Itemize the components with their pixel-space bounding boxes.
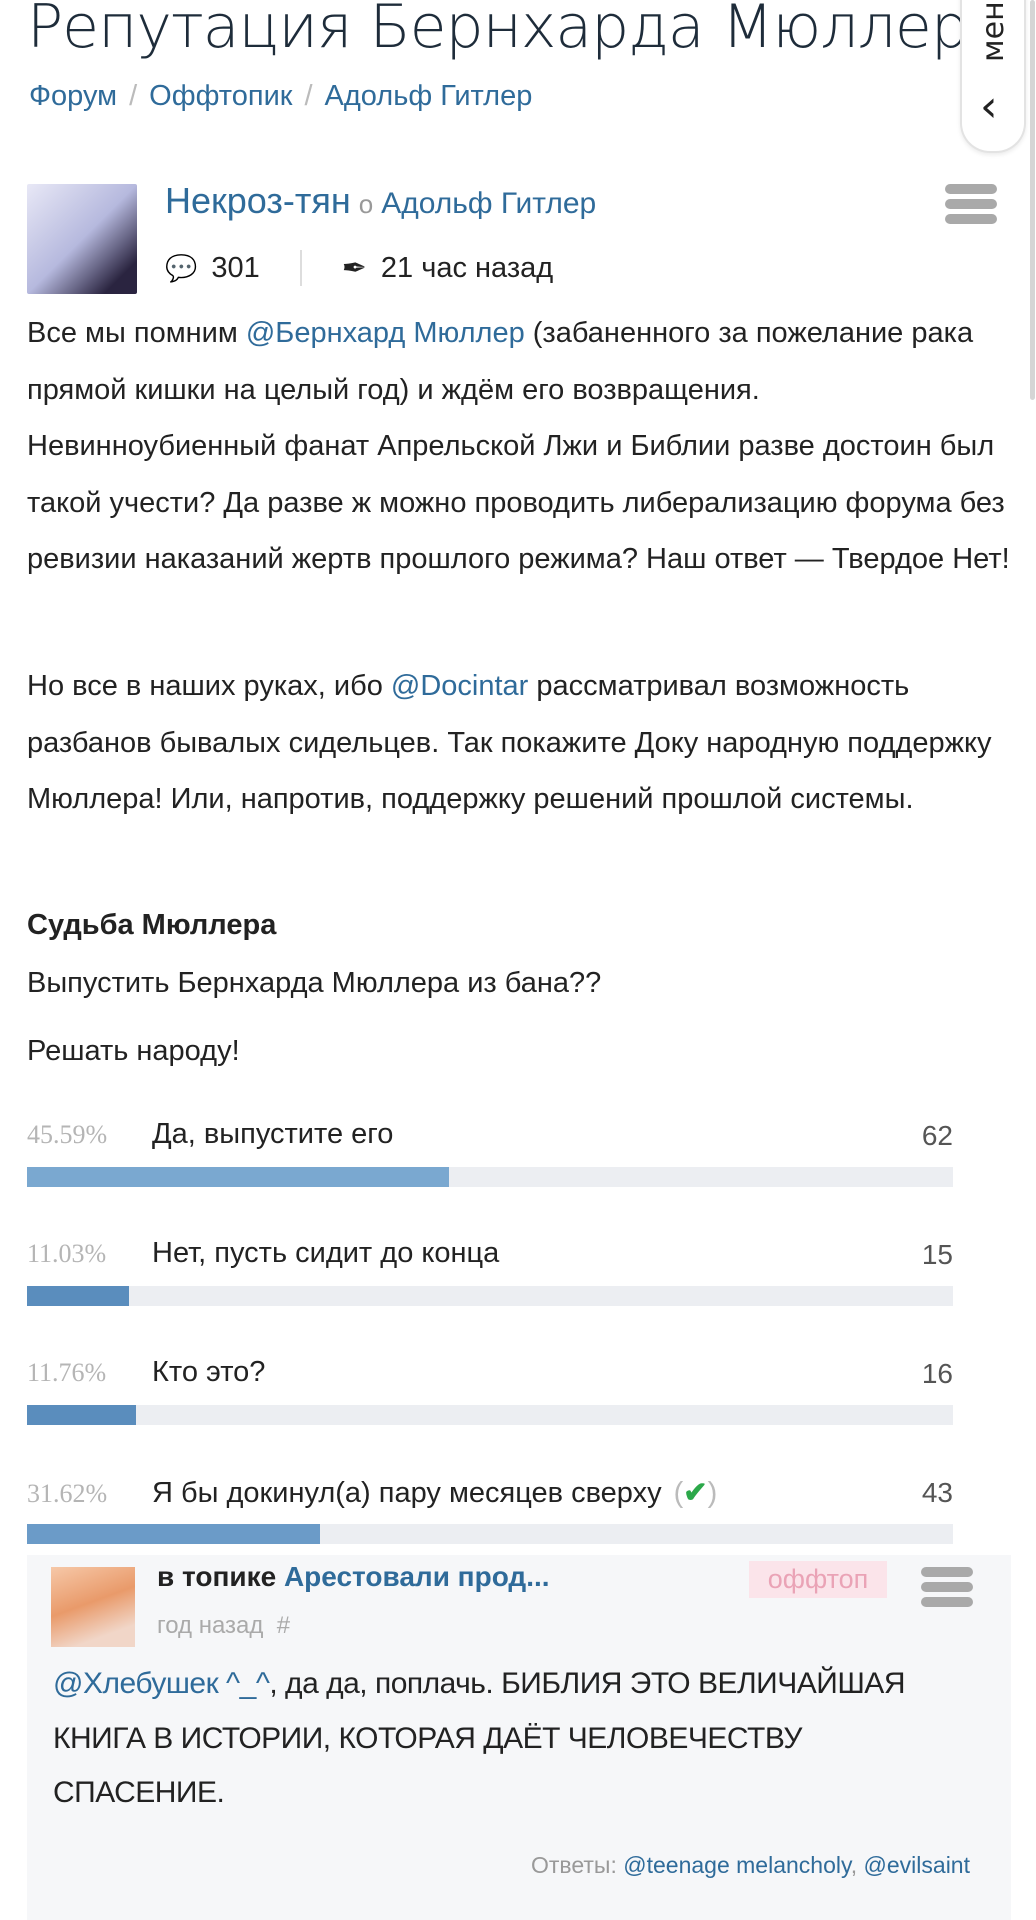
poll-option[interactable]: 45.59% Да, выпустите его (27, 1118, 393, 1151)
comments-icon: 💬 (165, 252, 198, 283)
comment-text: @Хлебушек ^_^, да да, поплачь. БИБЛИЯ ЭТ… (53, 1667, 905, 1809)
replies: Ответы: @teenage melancholy, @evilsaint (530, 1852, 970, 1878)
poll-title: Судьба Мюллера (27, 909, 277, 941)
breadcrumb-forum[interactable]: Форум (29, 80, 118, 112)
mention-link[interactable]: @Бернхард Мюллер (245, 317, 525, 349)
poll-option[interactable]: 31.62% Я бы докинул(а) пару месяцев сверх… (27, 1475, 717, 1510)
mention-link[interactable]: @Хлебушек ^_^ (53, 1667, 270, 1700)
poll-percent: 31.62% (27, 1479, 108, 1508)
permalink-hash[interactable]: # (276, 1612, 291, 1639)
comment-time: год назад # (157, 1612, 291, 1639)
page-title: Репутация Бернхарда Мюллер (27, 0, 969, 62)
poll-option-label: Нет, пусть сидит до конца (152, 1237, 500, 1269)
poll-option-label: Я бы докинул(а) пару месяцев сверху (152, 1477, 662, 1509)
comment-menu-button[interactable] (921, 1567, 973, 1612)
poll-bar-fill (27, 1405, 136, 1425)
poll-question: Выпустить Бернхарда Мюллера из бана?? (27, 967, 602, 999)
quill-icon: ✒ (341, 251, 367, 285)
voted-check-icon: (✔) (673, 1477, 718, 1509)
post-stats: 💬 301 ✒ 21 час назад (165, 250, 553, 286)
post-paragraph: Все мы помним @Бернхард Мюллер (забаненн… (27, 317, 1010, 576)
poll-count: 15 (921, 1239, 953, 1270)
post-menu-button[interactable] (945, 184, 997, 229)
hamburger-icon (945, 184, 997, 194)
poll-bar-fill (27, 1524, 320, 1544)
reply-link[interactable]: @teenage melancholy (623, 1852, 851, 1878)
mention-link[interactable]: @Docintar (390, 670, 529, 702)
breadcrumb-separator: / (129, 80, 138, 112)
poll-option-label: Кто это? (152, 1356, 266, 1388)
post-time: 21 час назад (380, 251, 554, 284)
poll-bar (27, 1286, 953, 1306)
author-link[interactable]: Некроз-тян (165, 180, 351, 221)
poll-count: 43 (921, 1477, 953, 1508)
comment-count: 301 (211, 251, 260, 284)
divider (299, 250, 302, 286)
comment-topic-link[interactable]: Арестовали прод... (283, 1561, 550, 1592)
poll-percent: 11.76% (27, 1358, 107, 1387)
post-header: Некроз-тян о Адольф Гитлер (165, 180, 596, 222)
poll-percent: 11.03% (27, 1239, 107, 1268)
post-paragraph: Но все в наших руках, ибо @Docintar расс… (27, 670, 992, 816)
poll-count: 62 (921, 1120, 953, 1151)
breadcrumb-offtopic[interactable]: Оффтопик (149, 80, 293, 112)
poll-count: 16 (921, 1358, 953, 1389)
poll-note: Решать народу! (27, 1035, 240, 1067)
chevron-left-icon: ‹ (980, 81, 998, 132)
scrollbar[interactable] (1030, 0, 1035, 400)
breadcrumb: Форум / Оффтопик / Адольф Гитлер (29, 80, 532, 113)
poll-percent: 45.59% (27, 1120, 108, 1149)
topic-link[interactable]: Адольф Гитлер (381, 187, 597, 220)
author-avatar[interactable] (27, 184, 137, 294)
poll-option[interactable]: 11.03% Нет, пусть сидит до конца (27, 1237, 499, 1270)
poll-bar-fill (27, 1167, 450, 1187)
poll-bar-fill (27, 1286, 130, 1306)
offtopic-badge: оффтоп (749, 1561, 887, 1598)
comment-card (27, 1555, 1011, 1920)
about-word: о (358, 189, 374, 219)
reply-link[interactable]: @evilsaint (863, 1852, 970, 1878)
poll-option-label: Да, выпустите его (152, 1118, 394, 1150)
poll-bar (27, 1167, 953, 1187)
hamburger-icon (921, 1567, 973, 1577)
poll-bar (27, 1405, 953, 1425)
comment-header: в топике Арестовали прод... (157, 1561, 550, 1592)
poll-option[interactable]: 11.76% Кто это? (27, 1356, 265, 1389)
menu-label: меню (976, 0, 1011, 62)
poll-bar (27, 1524, 953, 1544)
breadcrumb-topic[interactable]: Адольф Гитлер (324, 80, 533, 112)
commenter-avatar[interactable] (51, 1567, 135, 1647)
side-menu-button[interactable]: меню ‹ (960, 0, 1026, 153)
breadcrumb-separator: / (304, 80, 313, 112)
